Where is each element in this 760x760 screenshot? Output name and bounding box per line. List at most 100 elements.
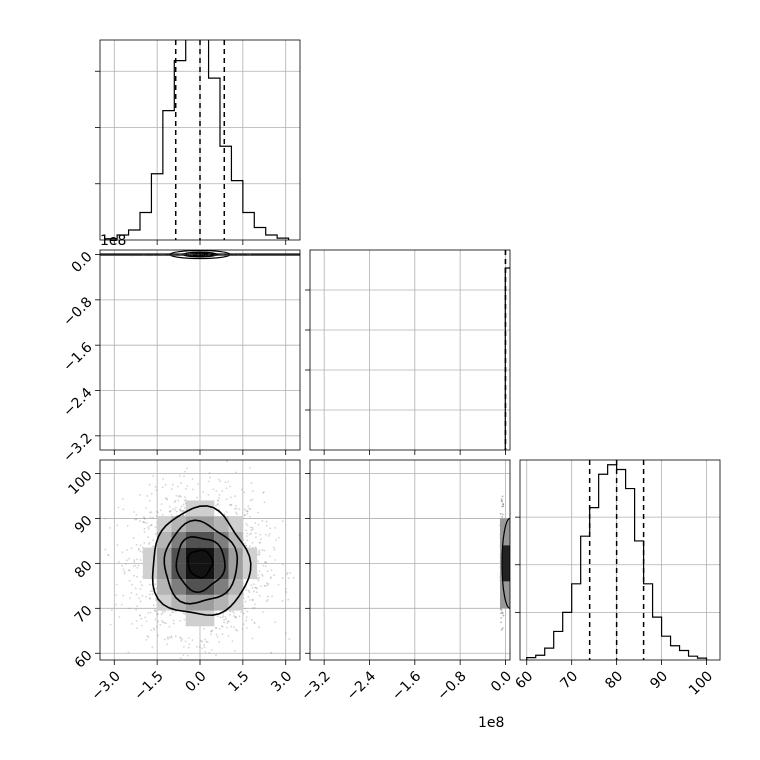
sample-point xyxy=(282,563,284,566)
sample-point xyxy=(225,498,228,501)
sample-point xyxy=(151,590,154,592)
sample-point xyxy=(245,529,248,532)
sample-point xyxy=(247,595,250,598)
sample-point xyxy=(130,547,133,550)
sample-point xyxy=(245,522,248,525)
density-cell xyxy=(185,531,200,548)
sample-point xyxy=(224,481,227,484)
sample-point xyxy=(170,636,173,639)
sample-point xyxy=(243,491,246,494)
sample-point xyxy=(182,509,185,512)
sample-point xyxy=(500,612,502,615)
density-core xyxy=(502,545,510,582)
sample-point xyxy=(219,253,222,256)
sample-point xyxy=(191,488,194,491)
sample-point xyxy=(250,529,253,531)
sample-point xyxy=(234,650,236,652)
sample-point xyxy=(116,524,119,527)
sample-point xyxy=(201,640,204,643)
sample-point xyxy=(246,524,249,527)
sample-point xyxy=(152,627,155,630)
sample-point xyxy=(264,584,267,587)
sample-point xyxy=(118,616,121,618)
sample-point xyxy=(184,470,186,473)
sample-point xyxy=(258,551,261,554)
density-cell xyxy=(214,579,229,595)
sample-point xyxy=(172,253,174,256)
sample-point xyxy=(218,494,221,496)
sample-point xyxy=(104,517,106,520)
sample-point xyxy=(153,628,156,631)
density-cell xyxy=(200,579,215,595)
sample-point xyxy=(223,618,225,621)
sample-point xyxy=(168,636,171,639)
sample-point xyxy=(221,633,224,636)
sample-point xyxy=(183,618,186,621)
sample-point xyxy=(288,638,291,641)
sample-point xyxy=(244,607,247,610)
sample-point xyxy=(147,528,150,530)
sample-point xyxy=(203,643,206,646)
sample-point xyxy=(198,646,201,648)
sample-point xyxy=(238,615,241,618)
sample-point xyxy=(135,514,138,516)
sample-point xyxy=(165,622,167,625)
sample-point xyxy=(210,633,213,636)
sample-point xyxy=(154,533,157,535)
sample-point xyxy=(262,491,265,494)
sample-point xyxy=(258,541,261,544)
sample-point xyxy=(110,609,113,611)
sample-point xyxy=(131,254,133,257)
sample-point xyxy=(140,584,143,587)
sample-point xyxy=(249,499,252,502)
sample-point xyxy=(128,579,131,582)
sample-point xyxy=(225,510,228,513)
sample-point xyxy=(265,524,268,527)
sample-point xyxy=(210,630,213,633)
sample-point xyxy=(156,511,159,514)
sample-point xyxy=(155,489,158,492)
sample-point xyxy=(141,595,144,597)
sample-point xyxy=(169,614,172,617)
sample-point xyxy=(196,253,198,256)
sample-point xyxy=(258,570,261,573)
sample-point xyxy=(233,615,235,617)
plot-area xyxy=(310,460,510,660)
sample-point xyxy=(155,626,158,628)
density-cell xyxy=(157,563,172,580)
sample-point xyxy=(188,643,191,646)
plot-area xyxy=(100,40,300,240)
density-cell xyxy=(242,547,258,564)
sample-point xyxy=(502,503,505,506)
sample-point xyxy=(502,614,505,617)
sample-point xyxy=(155,587,158,590)
sample-point xyxy=(235,511,237,514)
sample-point xyxy=(168,510,171,513)
sample-point xyxy=(183,507,186,509)
sample-point xyxy=(263,549,266,552)
sample-point xyxy=(122,568,125,571)
sample-point xyxy=(148,483,151,486)
sample-point xyxy=(186,654,189,657)
sample-point xyxy=(150,629,153,632)
sample-point xyxy=(151,545,154,548)
sample-point xyxy=(123,572,126,575)
sample-point xyxy=(145,638,148,641)
sample-point xyxy=(128,569,131,572)
sample-point xyxy=(135,518,138,521)
sample-point xyxy=(148,499,151,502)
sample-point xyxy=(140,254,143,257)
sample-point xyxy=(281,520,284,523)
sample-point xyxy=(234,616,237,619)
sample-point xyxy=(248,515,251,518)
sample-point xyxy=(155,610,158,613)
sample-point xyxy=(262,564,265,567)
sample-point xyxy=(237,252,240,255)
sample-point xyxy=(208,651,211,654)
sample-point xyxy=(175,494,178,497)
sample-point xyxy=(258,576,261,579)
sample-point xyxy=(155,598,157,600)
sample-point xyxy=(174,610,177,613)
sample-point xyxy=(267,534,270,537)
sample-point xyxy=(219,480,222,483)
